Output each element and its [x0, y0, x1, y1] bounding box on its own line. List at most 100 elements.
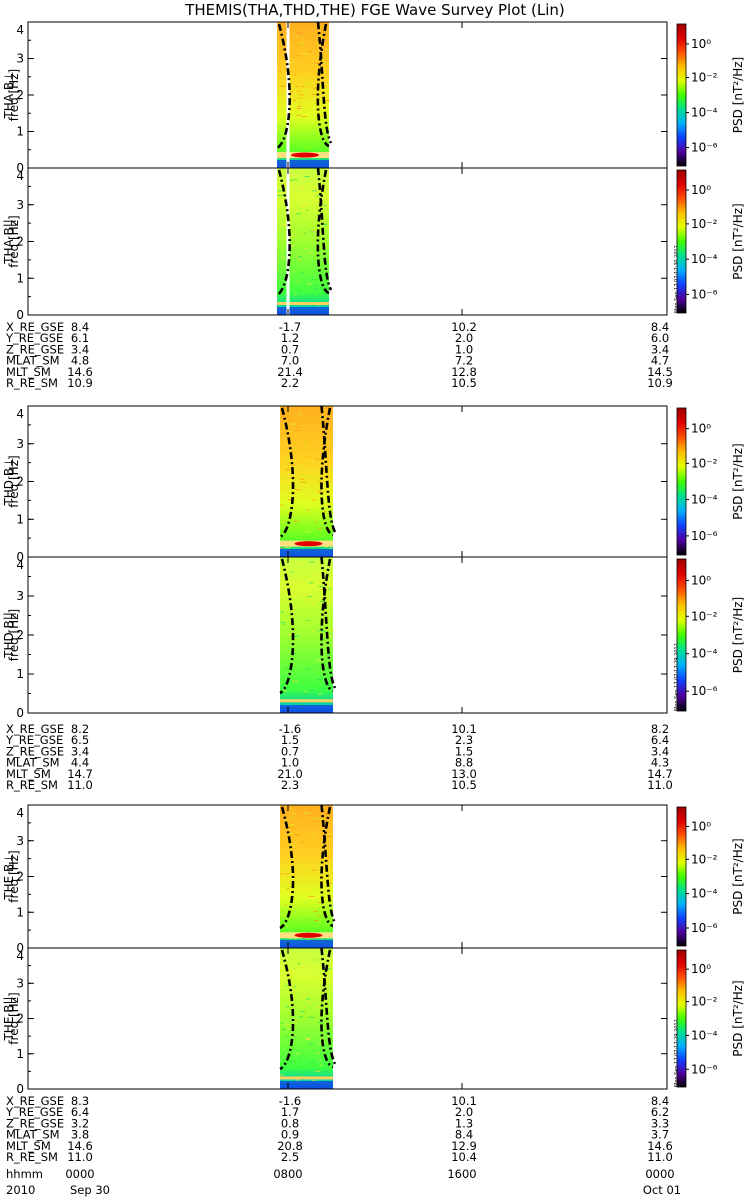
spectrum-speckle: [297, 811, 300, 813]
ephemeris-value: 14.6: [67, 1139, 93, 1153]
ephemeris-value: 6.4: [651, 733, 669, 747]
spectrum-speckle: [312, 499, 316, 501]
spectrum-speckle: [287, 81, 292, 83]
spectrum-speckle: [324, 88, 330, 90]
spectrum-speckle: [280, 115, 285, 117]
colorbar-tick-label: 10⁻⁴: [691, 1028, 718, 1042]
spectrum-speckle: [307, 283, 312, 285]
spectrum-speckle: [289, 810, 292, 811]
low-freq-floor: [280, 1081, 333, 1089]
ephemeris-value: 11.0: [67, 778, 93, 792]
ephemeris-value: 10.2: [451, 320, 477, 334]
ephemeris-value: 14.7: [67, 767, 93, 781]
ephemeris-value: 10.1: [451, 722, 477, 736]
panel-name: THD B||: [2, 612, 16, 659]
spectrum-speckle: [321, 688, 325, 690]
gyrofrequency-curve: [320, 949, 334, 1069]
spectrum-speckle: [312, 189, 319, 191]
spectrum-speckle: [280, 548, 283, 549]
spectrum-speckle: [310, 817, 316, 819]
spectrum-speckle: [310, 682, 313, 684]
ephemeris-value: 11.0: [647, 778, 673, 792]
y-tick-label: 1: [16, 512, 24, 526]
ephemeris-value: 4.4: [71, 756, 89, 770]
spectrum-speckle: [312, 834, 316, 836]
power-band: [277, 301, 329, 305]
spectrum-speckle: [292, 581, 298, 583]
spectrum-speckle: [294, 489, 301, 491]
colorbar-tick-label: 10⁻⁶: [691, 684, 718, 698]
spectrum-speckle: [286, 1028, 291, 1029]
colorbar-tick-label: 10⁰: [691, 573, 711, 587]
spectrum-speckle: [292, 174, 297, 176]
spectrum-speckle: [308, 531, 312, 533]
y-tick-label: 1: [16, 125, 24, 139]
y-axis-label: freq [Hz]: [7, 850, 21, 902]
spectrum-speckle: [289, 91, 293, 93]
spectrum-speckle: [325, 212, 328, 214]
ephemeris-value: 21.4: [277, 365, 303, 379]
y-tick-label: 0: [16, 941, 24, 955]
spectrum-speckle: [281, 110, 285, 112]
y-tick-label: 3: [16, 437, 24, 451]
spectrum-speckle: [306, 619, 311, 621]
spectrum-speckle: [304, 248, 308, 250]
colorbar: [676, 169, 687, 314]
spectrum-speckle: [281, 521, 286, 523]
time-axis-label: hhmm: [6, 1167, 43, 1181]
ephemeris-label: X_RE_GSE: [6, 320, 64, 334]
ephemeris-value: 10.1: [451, 1094, 477, 1108]
colorbar-tick-label: 10⁻⁴: [691, 887, 718, 901]
spectrum-speckle: [277, 261, 280, 263]
spectrum-speckle: [299, 1016, 303, 1018]
ephemeris-value: 3.4: [71, 744, 89, 758]
spectrum-speckle: [305, 530, 311, 532]
spectrum-speckle: [314, 522, 317, 524]
spectrum-speckle: [323, 1071, 328, 1073]
gyrofrequency-curve: [320, 405, 337, 533]
power-band-peak: [294, 932, 323, 938]
y-tick-label: 4: [16, 169, 24, 183]
ephemeris-value: 0.7: [281, 744, 299, 758]
y-tick-label: 1: [16, 667, 24, 681]
spectrum-speckle: [305, 488, 311, 490]
spectrum-speckle: [316, 195, 321, 197]
spectrum-speckle: [284, 904, 287, 906]
spectrum-speckle: [297, 290, 301, 292]
colorbar-tick-label: 10⁰: [691, 183, 711, 197]
panel-name: THE B⊥: [2, 853, 16, 900]
time-tick-label: 0000: [645, 1167, 674, 1181]
ephemeris-value: 8.4: [651, 1094, 669, 1108]
spectrum-speckle: [292, 595, 296, 597]
spectrum-speckle: [305, 1038, 311, 1039]
ephemeris-value: 4.3: [651, 756, 669, 770]
spectrum-speckle: [298, 94, 305, 96]
spectrum-speckle: [281, 256, 285, 258]
ephemeris-label: MLT_SM: [6, 1139, 51, 1153]
colorbar-label: PSD [nT²/Hz]: [731, 597, 745, 673]
spectrum-speckle: [325, 100, 331, 102]
spectrum-speckle: [288, 973, 295, 975]
spectrum-speckle: [298, 256, 302, 258]
spectrum-speckle: [327, 654, 330, 656]
ephemeris-value: 0.9: [281, 1128, 299, 1142]
spectrum-speckle: [297, 282, 300, 283]
spectrum-speckle: [291, 824, 294, 826]
ephemeris-value: 7.0: [281, 354, 299, 368]
spectrum-speckle: [324, 546, 328, 548]
spectrum-speckle: [322, 639, 326, 641]
low-freq-floor: [280, 940, 333, 948]
ephemeris-value: 3.8: [71, 1128, 89, 1142]
ephemeris-value: 3.3: [651, 1116, 669, 1130]
spectrum-speckle: [303, 690, 307, 692]
panel-name: THE B||: [2, 996, 16, 1041]
spectrum-speckle: [294, 874, 297, 875]
colorbar-tick-label: 10⁻²: [691, 456, 718, 470]
power-band: [280, 699, 333, 703]
ephemeris-value: 10.9: [67, 376, 93, 390]
spectrum-speckle: [297, 32, 302, 34]
y-tick-label: 0: [16, 550, 24, 564]
spectrum-speckle: [285, 457, 290, 459]
spectrum-speckle: [316, 959, 319, 961]
spectrum-speckle: [322, 223, 328, 225]
